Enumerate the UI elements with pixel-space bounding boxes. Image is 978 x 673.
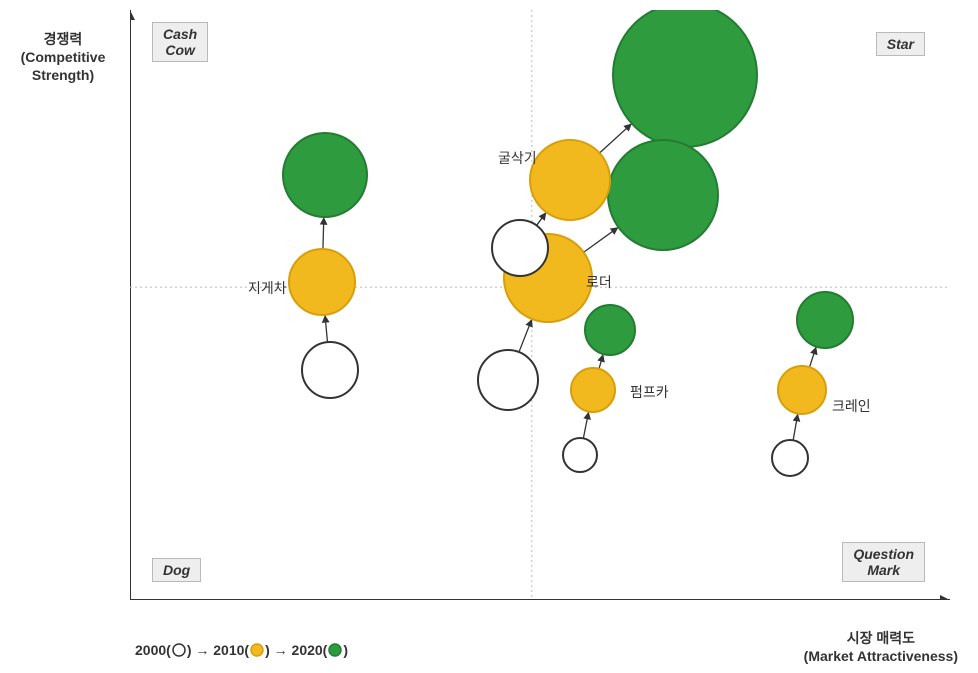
bubble-지게차-2010 xyxy=(289,249,355,315)
bubble-크레인-2010 xyxy=(778,366,826,414)
bubble-크레인-2020 xyxy=(797,292,853,348)
bubble-로더-2020 xyxy=(608,140,718,250)
x-axis-label: 시장 매력도 (Market Attractiveness) xyxy=(804,629,958,665)
bubble-label-펌프카: 펌프카 xyxy=(630,382,669,402)
y-axis-label: 경쟁력 (Competitive Strength) xyxy=(8,30,118,85)
bubble-label-로더: 로더 xyxy=(586,272,612,292)
bubble-굴삭기-2010 xyxy=(530,140,610,220)
y-axis-label-line3: Strength) xyxy=(32,67,94,83)
bubble-굴삭기-2020 xyxy=(613,10,757,147)
bubble-펌프카-2010 xyxy=(571,368,615,412)
quadrant-dog: Dog xyxy=(152,558,201,582)
y-axis-label-line2: (Competitive xyxy=(21,49,106,65)
bubble-크레인-2000 xyxy=(772,440,808,476)
quadrant-star: Star xyxy=(876,32,925,56)
bubble-로더-2000 xyxy=(478,350,538,410)
bubble-label-크레인: 크레인 xyxy=(832,396,871,416)
plot-area: Cash Cow Star Dog Question Mark 지게차 굴삭기로더… xyxy=(130,10,950,600)
bubble-지게차-2000 xyxy=(302,342,358,398)
y-axis-label-line1: 경쟁력 xyxy=(44,31,83,47)
quadrant-cash-cow: Cash Cow xyxy=(152,22,208,62)
legend: 2000() → 2010() → 2020() xyxy=(135,642,348,658)
plot-svg xyxy=(130,10,950,600)
bubble-굴삭기-2000 xyxy=(492,220,548,276)
x-axis-label-line2: (Market Attractiveness) xyxy=(804,648,958,664)
bubble-label-지게차: 지게차 xyxy=(248,278,287,298)
bubble-label-굴삭기: 굴삭기 xyxy=(498,148,537,168)
bubble-펌프카-2000 xyxy=(563,438,597,472)
bubble-펌프카-2020 xyxy=(585,305,635,355)
bubble-지게차-2020 xyxy=(283,133,367,217)
quadrant-question-mark: Question Mark xyxy=(842,542,925,582)
x-axis-label-line1: 시장 매력도 xyxy=(847,630,915,646)
bubble-matrix-chart: 경쟁력 (Competitive Strength) Cash Cow Star… xyxy=(0,0,978,673)
